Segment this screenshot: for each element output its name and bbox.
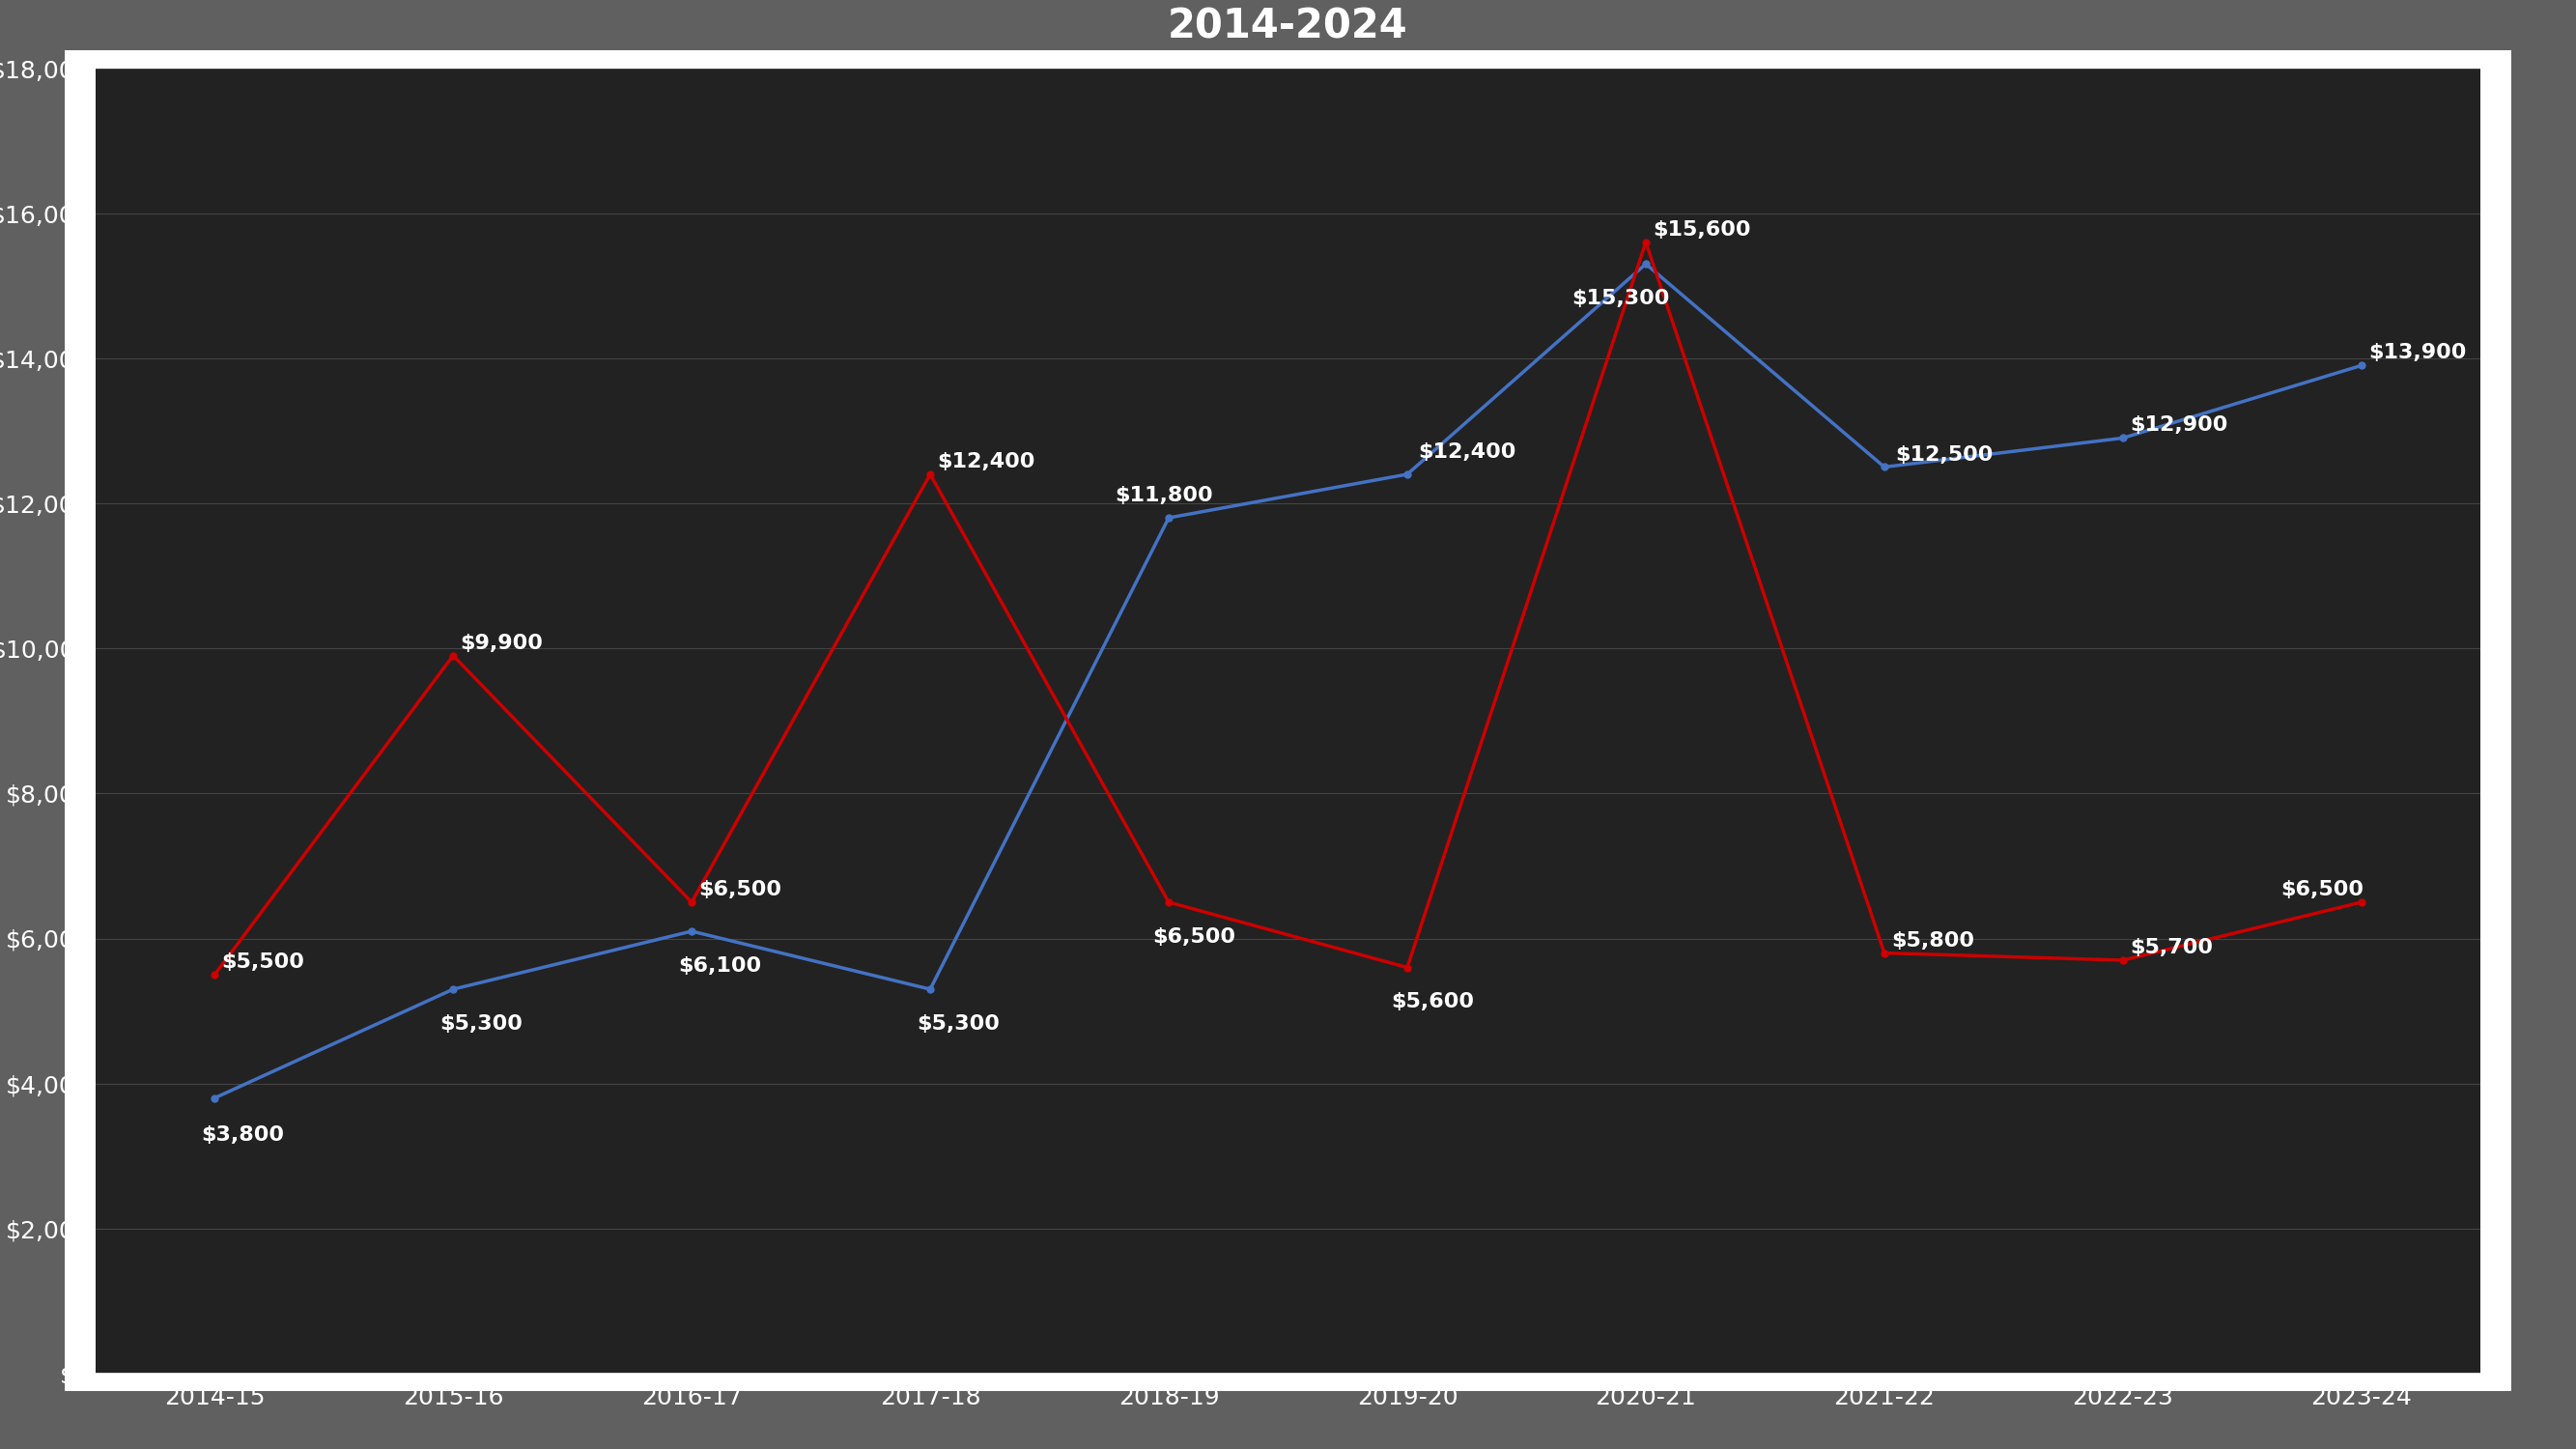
Revenue xyxy=(2107,429,2138,446)
Text: $5,800: $5,800 xyxy=(1891,930,1973,951)
Revenue xyxy=(2347,356,2378,374)
Expenses xyxy=(438,646,469,664)
Text: $11,800: $11,800 xyxy=(1115,487,1213,506)
Legend: Revenue, Expenses: Revenue, Expenses xyxy=(1077,1443,1499,1449)
Revenue xyxy=(198,1090,229,1107)
Text: $12,400: $12,400 xyxy=(938,452,1036,471)
Text: $12,900: $12,900 xyxy=(2130,416,2228,435)
Text: $5,600: $5,600 xyxy=(1391,993,1473,1011)
Title: Revenue vs Expenses
2014-2024: Revenue vs Expenses 2014-2024 xyxy=(1043,0,1533,48)
Text: $5,300: $5,300 xyxy=(917,1014,999,1033)
Revenue xyxy=(438,981,469,998)
Text: $6,100: $6,100 xyxy=(677,956,762,975)
Revenue xyxy=(1154,509,1185,526)
Expenses xyxy=(2107,952,2138,969)
Expenses xyxy=(1391,959,1422,977)
Text: $6,500: $6,500 xyxy=(1151,927,1236,946)
Expenses xyxy=(198,966,229,984)
Revenue xyxy=(1870,458,1901,475)
Text: $13,900: $13,900 xyxy=(2367,343,2465,362)
Text: $6,500: $6,500 xyxy=(698,880,781,900)
Text: $6,500: $6,500 xyxy=(2280,880,2365,900)
Expenses xyxy=(1154,894,1185,911)
Text: $5,500: $5,500 xyxy=(222,952,304,972)
Text: $12,500: $12,500 xyxy=(1896,445,1994,464)
Revenue xyxy=(1631,255,1662,272)
Expenses xyxy=(2347,894,2378,911)
Expenses xyxy=(1870,945,1901,962)
Text: $3,800: $3,800 xyxy=(201,1126,283,1145)
Expenses xyxy=(914,465,945,483)
Text: $5,700: $5,700 xyxy=(2130,938,2213,958)
Text: $15,300: $15,300 xyxy=(1571,288,1669,309)
Text: $15,600: $15,600 xyxy=(1654,220,1752,239)
Text: $12,400: $12,400 xyxy=(1417,443,1515,462)
Line: Revenue: Revenue xyxy=(211,261,2365,1101)
Text: $5,300: $5,300 xyxy=(440,1014,523,1033)
Expenses xyxy=(1631,233,1662,251)
Revenue xyxy=(914,981,945,998)
Text: $9,900: $9,900 xyxy=(461,633,544,652)
Revenue xyxy=(1391,465,1422,483)
Revenue xyxy=(675,923,706,940)
Expenses xyxy=(675,894,706,911)
Line: Expenses: Expenses xyxy=(211,239,2365,978)
